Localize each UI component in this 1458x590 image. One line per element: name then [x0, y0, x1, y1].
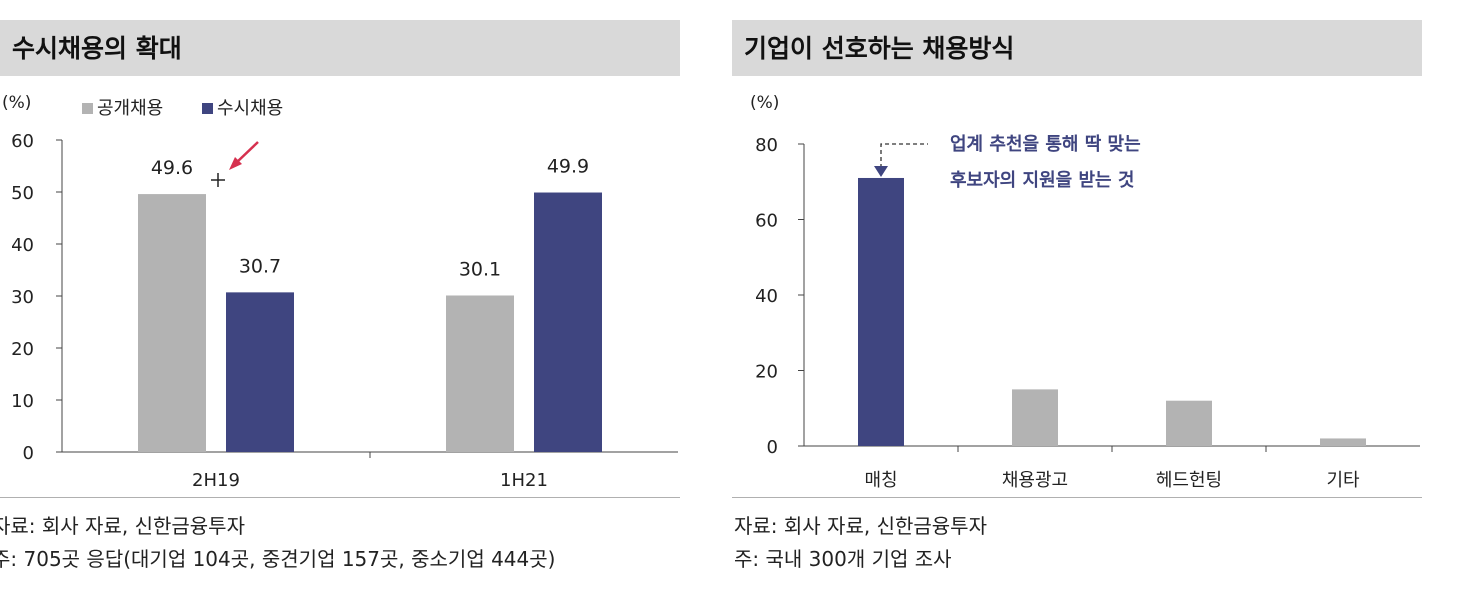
bar-2H19-수시채용 [226, 292, 294, 452]
y-tick-label: 60 [755, 211, 778, 232]
right-source-text: 자료: 회사 자료, 신한금융투자 [734, 514, 987, 538]
left-chart-title: 수시채용의 확대 [0, 20, 680, 76]
right-footer-rule [732, 497, 1422, 498]
bar-채용광고 [1012, 389, 1058, 446]
x-category-label: 매칭 [864, 470, 897, 491]
x-category-label: 기타 [1326, 470, 1360, 491]
legend-label-2: 수시채용 [217, 98, 283, 119]
data-label: 49.6 [151, 157, 193, 179]
red-arrow-shaft [235, 141, 259, 164]
y-tick-label: 50 [11, 183, 34, 204]
bar-기타 [1320, 438, 1366, 446]
legend-label-1: 공개채용 [97, 98, 163, 119]
bar-1H21-수시채용 [534, 192, 602, 452]
annotation-text-line-2: 후보자의 지원을 받는 것 [950, 170, 1134, 191]
right-chart-panel: 기업이 선호하는 채용방식 (%) 0 20 40 60 80 매칭 채용광고 헤드헌팅 기타 업계… [732, 0, 1458, 590]
x-category-label: 2H19 [192, 470, 240, 491]
bar-매칭 [858, 177, 904, 446]
y-tick-label: 80 [755, 135, 778, 156]
left-footer-rule [0, 497, 680, 498]
left-unit-label: (%) [2, 93, 31, 113]
bar-헤드헌팅 [1166, 400, 1212, 446]
y-tick-label: 10 [11, 391, 34, 412]
bar-1H21-공개채용 [446, 295, 514, 452]
left-chart-panel: 수시채용의 확대 (%) 공개채용 수시채용 0 10 20 30 40 50 60 2H19 49.… [0, 0, 700, 590]
left-chart-canvas: (%) 공개채용 수시채용 0 10 20 30 40 50 60 2H19 49.6 30.7 1H21… [2, 93, 678, 491]
y-tick-label: 60 [11, 131, 34, 152]
x-category-label: 채용광고 [1002, 470, 1068, 491]
annotation-leader-line [880, 143, 928, 168]
y-tick-label: 40 [11, 235, 34, 256]
legend-swatch-2 [202, 103, 213, 114]
legend-swatch-1 [82, 103, 93, 114]
data-label: 30.7 [239, 255, 281, 277]
y-tick-label: 40 [755, 286, 778, 307]
bar-2H19-공개채용 [138, 194, 206, 452]
right-note-text: 주: 국내 300개 기업 조사 [734, 547, 952, 571]
right-chart-canvas: (%) 0 20 40 60 80 매칭 채용광고 헤드헌팅 기타 업계 추천을 통해 딱 맞는후보… [750, 93, 1420, 491]
x-category-label: 헤드헌팅 [1156, 470, 1222, 491]
data-label: 30.1 [459, 258, 501, 280]
y-tick-label: 20 [755, 362, 778, 383]
left-note-text: 주: 705곳 응답(대기업 104곳, 중견기업 157곳, 중소기업 444… [0, 547, 556, 571]
y-tick-label: 20 [11, 339, 34, 360]
left-source-text: 자료: 회사 자료, 신한금융투자 [0, 514, 245, 538]
x-category-label: 1H21 [500, 470, 548, 491]
data-label: 49.9 [547, 156, 589, 178]
right-chart-title: 기업이 선호하는 채용방식 [732, 20, 1422, 76]
y-tick-label: 0 [23, 443, 34, 464]
right-unit-label: (%) [750, 93, 779, 113]
red-arrow-head [229, 157, 242, 170]
y-tick-label: 30 [11, 287, 34, 308]
annotation-arrow-head [874, 165, 888, 177]
y-tick-label: 0 [767, 437, 778, 458]
annotation-text-line-1: 업계 추천을 통해 딱 맞는 [950, 134, 1141, 155]
